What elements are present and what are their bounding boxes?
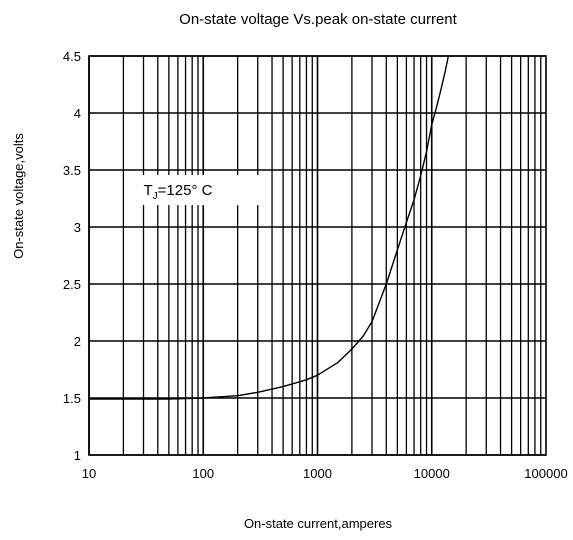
y-tick-labels: 1 1.5 2 2.5 3 3.5 4 4.5 <box>63 49 81 463</box>
series-line <box>89 55 450 400</box>
x-tick-label: 10 <box>82 466 96 481</box>
y-tick-label: 4 <box>74 106 81 121</box>
x-tick-label: 100 <box>192 466 214 481</box>
y-tick-label: 1 <box>74 448 81 463</box>
annotation-suffix: =125° C <box>158 182 213 199</box>
y-axis-label: On-state voltage,volts <box>11 133 26 259</box>
annotation-text: T <box>144 182 153 199</box>
plot-series <box>89 55 450 400</box>
y-tick-label: 2 <box>74 334 81 349</box>
y-tick-label: 1.5 <box>63 391 81 406</box>
x-tick-label: 10000 <box>414 466 450 481</box>
x-tick-labels: 10 100 1000 10000 100000 <box>82 466 568 481</box>
plot-frame <box>88 55 547 456</box>
x-tick-label: 1000 <box>303 466 332 481</box>
grid <box>88 55 546 456</box>
x-tick-label: 100000 <box>524 466 567 481</box>
chart-title: On-state voltage Vs.peak on-state curren… <box>179 11 457 28</box>
x-axis-label: On-state current,amperes <box>244 516 393 531</box>
annotation-label: TJ=125° C <box>144 182 213 202</box>
y-tick-label: 2.5 <box>63 277 81 292</box>
y-tick-label: 4.5 <box>63 49 81 64</box>
annotation-box <box>133 175 260 206</box>
y-tick-label: 3 <box>74 220 81 235</box>
y-tick-label: 3.5 <box>63 163 81 178</box>
annotation-subscript: J <box>153 191 158 202</box>
annotation-group: TJ=125° C <box>133 175 260 206</box>
